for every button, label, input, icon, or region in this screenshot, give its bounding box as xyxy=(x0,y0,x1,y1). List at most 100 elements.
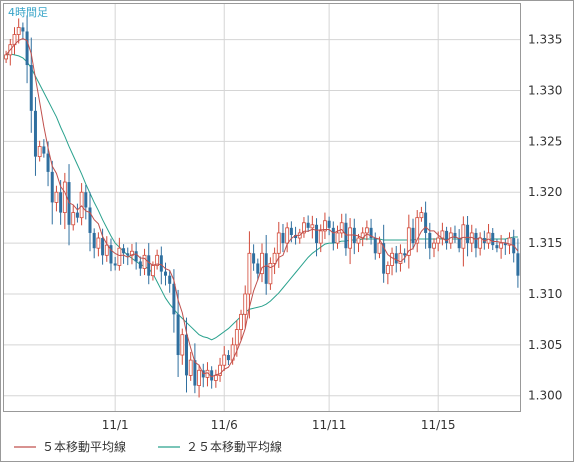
candle-body-down xyxy=(256,263,260,274)
ma5-line xyxy=(5,38,519,378)
candle-body-up xyxy=(79,191,84,219)
candle-body-down xyxy=(466,224,470,244)
candle-body-down xyxy=(424,212,428,233)
candle-body-up xyxy=(478,237,483,249)
x-tick-label: 11/6 xyxy=(211,418,238,432)
candle-body-up xyxy=(151,265,155,277)
candle-body-down xyxy=(92,232,96,249)
candle-body-down xyxy=(344,222,348,249)
candle-body-up xyxy=(243,293,248,315)
candle-body-up xyxy=(54,191,59,203)
candle-body-down xyxy=(294,234,298,239)
candle-body-up xyxy=(276,232,281,254)
timeframe-label: 4時間足 xyxy=(8,6,48,19)
candle-body-up xyxy=(356,237,361,244)
candle-body-down xyxy=(495,245,499,249)
candle-body-down xyxy=(331,227,335,244)
candle-body-down xyxy=(147,255,151,276)
candle-body-down xyxy=(474,232,478,249)
candle-body-up xyxy=(390,252,394,266)
candle-body-up xyxy=(339,222,344,234)
candle-body-down xyxy=(428,232,432,249)
candle-body-down xyxy=(159,255,163,272)
candle-body-up xyxy=(268,263,273,285)
candle-body-up xyxy=(432,242,436,249)
candle-body-down xyxy=(126,253,130,256)
candle-body-up xyxy=(155,254,160,266)
y-tick-label: 1.335 xyxy=(528,33,562,47)
candle-body-up xyxy=(486,232,491,244)
candle-body-up xyxy=(260,252,264,275)
candle-body-down xyxy=(394,253,398,264)
x-tick-label: 11/15 xyxy=(421,418,456,432)
candle-body-down xyxy=(264,253,268,284)
candle-body-down xyxy=(59,192,63,213)
candle-body-down xyxy=(252,253,256,264)
candle-body-down xyxy=(457,238,461,249)
candle-body-down xyxy=(327,220,331,228)
candle-body-down xyxy=(109,245,113,264)
candle-body-up xyxy=(71,212,76,226)
candle-body-down xyxy=(403,253,407,256)
legend: ５本移動平均線 ２５本移動平均線 xyxy=(14,439,282,454)
candle-body-up xyxy=(197,369,201,386)
y-tick-label: 1.325 xyxy=(528,134,562,148)
candle-body-up xyxy=(117,247,122,266)
candle-body-up xyxy=(377,242,382,254)
candle-body-down xyxy=(306,222,310,228)
candle-body-up xyxy=(180,334,185,356)
candle-body-down xyxy=(210,370,214,381)
candle-body-up xyxy=(213,374,218,381)
candle-body-down xyxy=(168,275,172,284)
y-tick-label: 1.300 xyxy=(528,389,562,403)
candle-body-up xyxy=(364,227,369,234)
candle-body-down xyxy=(373,238,377,254)
candle-body-up xyxy=(4,54,8,60)
candle-body-down xyxy=(315,224,319,244)
x-axis-ticks: 11/1 11/6 11/11 11/15 xyxy=(102,418,456,432)
candle-body-up xyxy=(440,230,445,239)
candle-body-down xyxy=(33,110,37,157)
candle-body-up xyxy=(142,254,147,269)
candle-body-down xyxy=(46,153,50,172)
candle-body-down xyxy=(122,248,126,254)
ma5-series xyxy=(5,38,519,378)
x-tick-label: 11/1 xyxy=(102,418,129,432)
candle-body-up xyxy=(461,224,466,249)
ma25-line xyxy=(5,53,518,341)
candle-body-down xyxy=(138,261,142,269)
candle-body-down xyxy=(113,263,117,266)
candle-body-up xyxy=(285,227,290,244)
candle-body-up xyxy=(335,232,340,244)
candles xyxy=(4,15,520,398)
ma25-series xyxy=(5,53,518,341)
candle-body-up xyxy=(436,237,441,244)
candle-body-down xyxy=(176,314,180,356)
candle-body-up xyxy=(96,237,101,249)
candle-body-down xyxy=(42,146,46,154)
candle-body-down xyxy=(491,232,495,246)
candle-body-down xyxy=(184,334,188,376)
candle-body-down xyxy=(67,182,71,225)
candle-body-up xyxy=(16,27,21,35)
candle-body-down xyxy=(50,171,54,203)
candle-body-down xyxy=(503,243,507,246)
candle-body-down xyxy=(193,360,197,386)
candle-body-down xyxy=(164,271,168,276)
candle-body-up xyxy=(130,250,134,256)
candle-body-up xyxy=(348,227,352,249)
y-tick-label: 1.305 xyxy=(528,338,562,352)
candle-body-down xyxy=(134,251,138,262)
candle-body-up xyxy=(507,237,512,246)
candle-body-up xyxy=(499,242,504,249)
y-axis-ticks: 1.335 1.330 1.325 1.320 1.315 1.310 1.305 1.300 xyxy=(528,33,562,403)
legend-ma25-label: ２５本移動平均線 xyxy=(186,439,282,454)
y-tick-label: 1.310 xyxy=(528,287,562,301)
candle-body-down xyxy=(88,207,92,233)
candle-body-down xyxy=(75,212,79,218)
candle-body-up xyxy=(37,146,42,158)
candle-body-up xyxy=(247,252,252,295)
candle-body-down xyxy=(445,230,449,244)
candle-body-up xyxy=(419,212,424,219)
